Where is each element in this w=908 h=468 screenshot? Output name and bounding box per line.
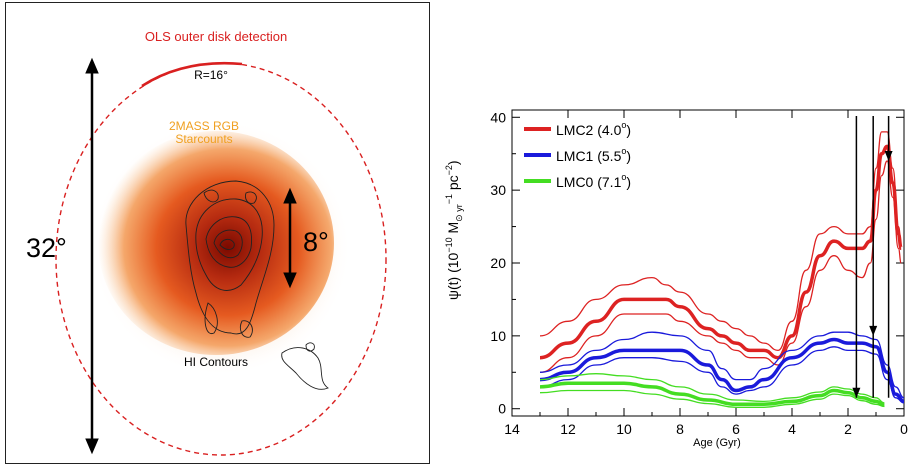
starcount-density xyxy=(98,131,334,355)
x-axis-label: Age (Gyr) xyxy=(693,437,741,449)
x-tick-label: 2 xyxy=(844,421,852,437)
inner-extent-arrow xyxy=(283,187,297,289)
legend: LMC2 (4.0o) LMC1 (5.5o) LMC0 (7.1o) xyxy=(524,120,631,190)
age-arrow-head xyxy=(884,151,893,161)
x-tick-label: 8 xyxy=(676,421,684,437)
x-tick-label: 0 xyxy=(900,421,908,437)
legend-label-lmc2: LMC2 (4.0o) xyxy=(556,120,631,138)
lmc1-line xyxy=(539,337,905,404)
hi-contours xyxy=(185,180,329,390)
x-tick-label: 6 xyxy=(732,421,740,437)
x-tick-label: 14 xyxy=(504,421,520,437)
sfh-chart-panel: 14 12 10 8 6 4 2 0 0 10 20 30 40 LMC2 (4.0o) LMC1 (5… xyxy=(436,0,908,468)
lmc2-lower-bound xyxy=(539,160,902,373)
starcounts-label-line2: Starcounts xyxy=(175,132,232,146)
outer-extent-label: 32° xyxy=(26,233,67,263)
lmc-map-panel: OLS outer disk detection R=16° 2MASS RGB… xyxy=(5,2,430,464)
lmc1-lower-bound xyxy=(539,346,905,404)
lmc2-line xyxy=(539,144,903,360)
y-tick-label: 30 xyxy=(490,182,506,198)
outer-extent-arrow xyxy=(85,57,99,455)
hi-contours-label: HI Contours xyxy=(184,355,248,369)
outer-disk-ellipse xyxy=(55,62,387,456)
lmc0-lower-bound xyxy=(539,389,885,408)
y-tick-label: 40 xyxy=(490,109,506,125)
lmc1-upper-bound xyxy=(539,331,905,399)
legend-label-lmc1: LMC1 (5.5o) xyxy=(556,146,631,164)
x-tick-label: 4 xyxy=(788,421,796,437)
age-arrow-head xyxy=(852,387,861,398)
y-tick-label: 20 xyxy=(490,255,506,271)
legend-label-lmc0: LMC0 (7.1o) xyxy=(556,172,631,190)
y-tick-label: 10 xyxy=(490,328,506,344)
detection-arc xyxy=(141,61,243,88)
y-tick-label: 0 xyxy=(498,401,506,417)
x-tick-label: 12 xyxy=(560,421,576,437)
y-axis-label: ψ(t) (10−10 M⊙ yr−1 pc−2) xyxy=(444,160,464,300)
inner-extent-label: 8° xyxy=(303,227,329,257)
x-tick-label: 10 xyxy=(616,421,632,437)
lmc0-line xyxy=(539,381,885,407)
lmc-map-svg: OLS outer disk detection R=16° 2MASS RGB… xyxy=(26,29,387,456)
lmc2-upper-bound xyxy=(539,131,902,352)
age-arrow-head xyxy=(869,325,878,336)
detection-label: OLS outer disk detection xyxy=(145,29,287,44)
radius-label: R=16° xyxy=(194,68,228,82)
starcounts-label-line1: 2MASS RGB xyxy=(169,119,239,133)
